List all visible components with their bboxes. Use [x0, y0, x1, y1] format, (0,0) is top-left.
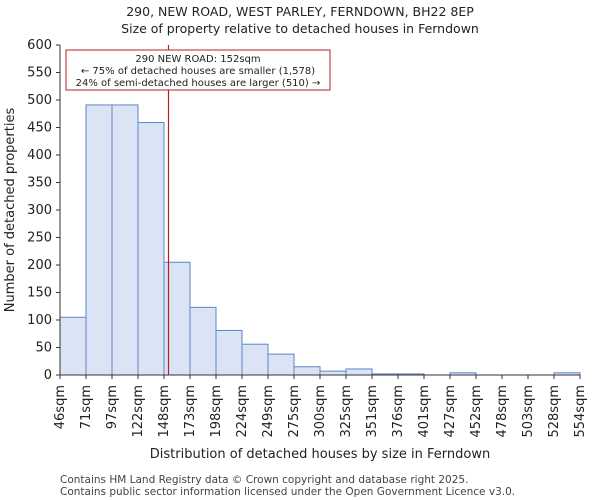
- x-tick-label: 46sqm: [53, 385, 68, 429]
- y-tick-label: 350: [27, 176, 52, 191]
- x-tick-label: 122sqm: [131, 385, 146, 438]
- y-axis-label: Number of detached properties: [3, 108, 18, 313]
- bar-198sqm: [215, 329, 243, 376]
- bar-46sqm: [59, 316, 87, 376]
- x-tick-label: 325sqm: [339, 385, 354, 438]
- annotation-box: [65, 49, 331, 91]
- bar-224sqm: [241, 343, 269, 376]
- y-tick-label: 450: [27, 121, 52, 136]
- x-tick-label: 452sqm: [469, 385, 484, 438]
- annotation-line-3: 24% of semi-detached houses are larger (…: [76, 78, 321, 89]
- annotation-group: 290 NEW ROAD: 152sqm← 75% of detached ho…: [65, 45, 331, 375]
- y-tick-label: 300: [27, 203, 52, 218]
- x-tick-label: 376sqm: [391, 385, 406, 438]
- x-tick-label: 71sqm: [79, 385, 94, 429]
- x-tick-label: 198sqm: [209, 385, 224, 438]
- bars-group: [59, 104, 581, 376]
- x-tick-label: 148sqm: [157, 385, 172, 438]
- chart-title: 290, NEW ROAD, WEST PARLEY, FERNDOWN, BH…: [126, 4, 474, 19]
- bar-97sqm: [111, 104, 139, 376]
- x-tick-label: 300sqm: [313, 385, 328, 438]
- footer-licence: Contains public sector information licen…: [60, 486, 516, 498]
- x-tick-label: 97sqm: [105, 385, 120, 429]
- y-tick-label: 200: [27, 258, 52, 273]
- y-tick-label: 250: [27, 231, 52, 246]
- x-tick-label: 554sqm: [573, 385, 588, 438]
- bar-122sqm: [137, 122, 165, 376]
- bar-173sqm: [189, 306, 217, 376]
- x-axis-label: Distribution of detached houses by size …: [150, 447, 490, 462]
- axes-group: 0 50 100 150 200 250 300 350 400 450 500 550 600 46sq…: [3, 38, 588, 462]
- y-tick-label: 50: [35, 341, 52, 356]
- annotation-line-2: ← 75% of detached houses are smaller (1,…: [81, 66, 315, 77]
- y-tick-label: 500: [27, 93, 52, 108]
- chart-subtitle: Size of property relative to detached ho…: [121, 21, 479, 36]
- x-tick-label: 224sqm: [235, 385, 250, 438]
- y-tick-label: 550: [27, 66, 52, 81]
- x-tick-label: 528sqm: [547, 385, 562, 438]
- annotation-line-1: 290 NEW ROAD: 152sqm: [135, 54, 260, 65]
- x-tick-label: 427sqm: [443, 385, 458, 438]
- bar-325sqm: [345, 368, 373, 376]
- x-tick-label: 401sqm: [417, 385, 432, 438]
- y-tick-label: 100: [27, 313, 52, 328]
- x-tick-label: 249sqm: [261, 385, 276, 438]
- y-tick-label: 150: [27, 286, 52, 301]
- bar-275sqm: [293, 366, 321, 376]
- bar-249sqm: [267, 353, 295, 376]
- bar-71sqm: [85, 104, 113, 376]
- y-tick-label: 600: [27, 38, 52, 53]
- footer-copyright: Contains HM Land Registry data © Crown c…: [60, 474, 469, 486]
- bar-148sqm: [163, 261, 191, 376]
- x-tick-label: 503sqm: [521, 385, 536, 438]
- x-tick-label: 351sqm: [365, 385, 380, 438]
- bar-300sqm: [319, 370, 347, 376]
- x-tick-label: 173sqm: [183, 385, 198, 438]
- y-tick-label: 400: [27, 148, 52, 163]
- y-tick-label: 0: [44, 368, 52, 383]
- x-tick-label: 478sqm: [495, 385, 510, 438]
- x-tick-label: 275sqm: [287, 385, 302, 438]
